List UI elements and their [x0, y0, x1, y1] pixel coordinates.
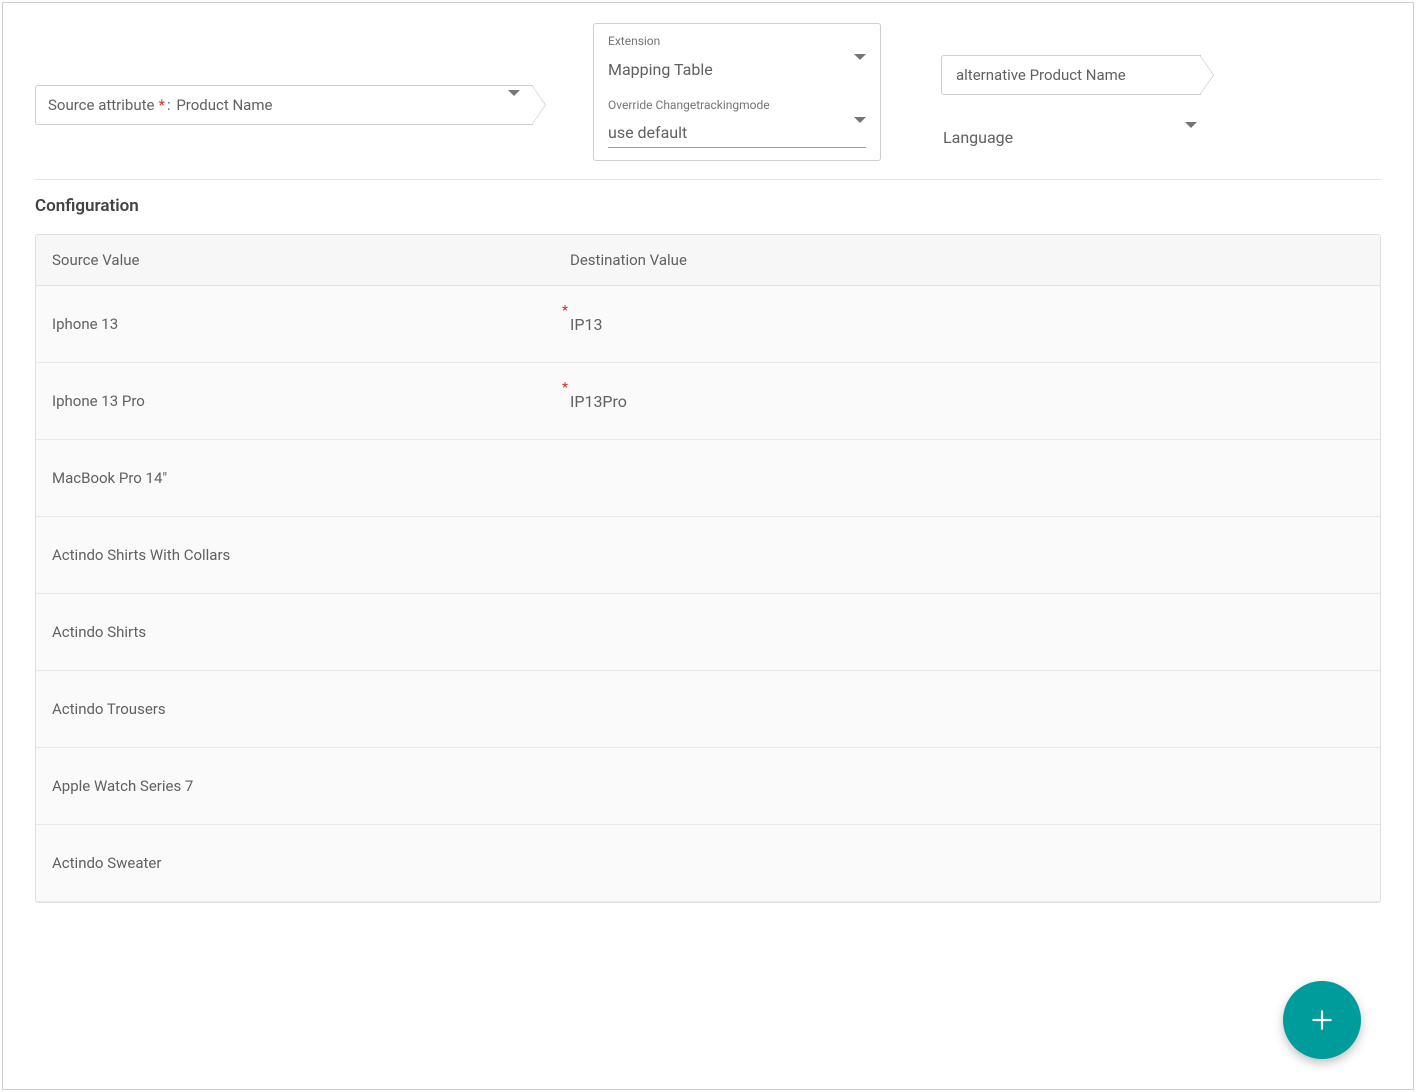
source-value-cell: Actindo Shirts With Collars	[52, 546, 570, 564]
source-value-cell: Iphone 13 Pro	[52, 392, 570, 410]
override-changetracking-select[interactable]: use default	[608, 118, 866, 148]
label-separator: :	[167, 96, 171, 114]
mapping-table-header: Source Value Destination Value	[36, 235, 1380, 286]
source-attribute-field-wrap: Source attribute * : Product Name	[35, 85, 533, 125]
destination-attribute-value: alternative Product Name	[956, 66, 1126, 84]
destination-value-cell[interactable]: *IP13Pro	[570, 392, 1364, 411]
add-row-button[interactable]	[1283, 981, 1361, 1059]
destination-attribute-select[interactable]: alternative Product Name	[941, 55, 1201, 95]
source-attribute-select[interactable]: Source attribute * : Product Name	[35, 85, 533, 125]
mapping-table-body: Iphone 13*IP13Iphone 13 Pro*IP13ProMacBo…	[36, 286, 1380, 902]
destination-value-text: IP13	[570, 315, 602, 334]
extension-label: Extension	[608, 34, 866, 48]
override-changetracking-value: use default	[608, 123, 687, 142]
source-value-cell: Apple Watch Series 7	[52, 777, 570, 795]
source-value-cell: Actindo Shirts	[52, 623, 570, 641]
language-select[interactable]: Language	[941, 121, 1201, 153]
table-row[interactable]: Actindo Shirts With Collars	[36, 517, 1380, 594]
column-header-source: Source Value	[52, 251, 570, 269]
destination-value-cell[interactable]: *IP13	[570, 315, 1364, 334]
source-attribute-label: Source attribute	[48, 96, 154, 114]
table-row[interactable]: Apple Watch Series 7	[36, 748, 1380, 825]
source-value-cell: Iphone 13	[52, 315, 570, 333]
table-row[interactable]: Iphone 13*IP13	[36, 286, 1380, 363]
chevron-down-icon	[1185, 128, 1197, 147]
column-header-destination: Destination Value	[570, 251, 1364, 269]
source-value-cell: Actindo Trousers	[52, 700, 570, 718]
chevron-down-icon	[508, 96, 520, 114]
override-changetracking-label: Override Changetrackingmode	[608, 98, 866, 112]
section-divider	[35, 179, 1381, 180]
destination-column: alternative Product Name Language	[941, 55, 1201, 153]
chevron-down-icon	[854, 123, 866, 142]
settings-top-row: Source attribute * : Product Name Extens…	[35, 23, 1381, 161]
table-row[interactable]: Actindo Trousers	[36, 671, 1380, 748]
plus-icon	[1309, 1007, 1335, 1033]
configuration-title: Configuration	[35, 196, 1381, 216]
required-asterisk: *	[562, 380, 568, 396]
extension-settings-box: Extension Mapping Table Override Changet…	[593, 23, 881, 161]
language-label: Language	[943, 128, 1013, 147]
source-value-cell: MacBook Pro 14"	[52, 469, 570, 487]
table-row[interactable]: Iphone 13 Pro*IP13Pro	[36, 363, 1380, 440]
extension-select[interactable]: Mapping Table	[608, 54, 866, 84]
destination-value-text: IP13Pro	[570, 392, 627, 411]
table-row[interactable]: MacBook Pro 14"	[36, 440, 1380, 517]
chevron-down-icon	[854, 60, 866, 79]
table-row[interactable]: Actindo Sweater	[36, 825, 1380, 902]
required-asterisk: *	[158, 96, 164, 114]
required-asterisk: *	[562, 303, 568, 319]
mapping-table: Source Value Destination Value Iphone 13…	[35, 234, 1381, 903]
mapping-settings-panel: Source attribute * : Product Name Extens…	[2, 2, 1414, 1090]
extension-value: Mapping Table	[608, 60, 713, 79]
table-row[interactable]: Actindo Shirts	[36, 594, 1380, 671]
source-value-cell: Actindo Sweater	[52, 854, 570, 872]
source-attribute-value: Product Name	[176, 96, 272, 114]
